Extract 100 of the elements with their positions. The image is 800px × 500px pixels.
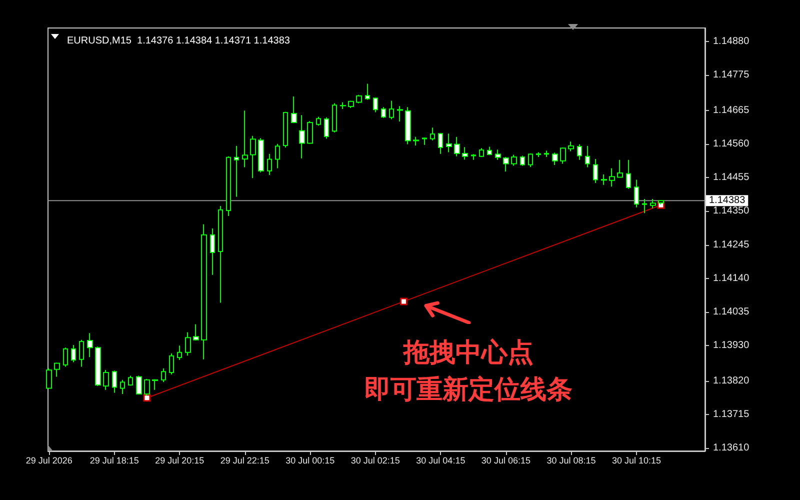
point [400,298,408,306]
candlestick [128,375,133,386]
candlestick [609,168,615,188]
candlestick [169,352,174,375]
x-tick-label: 30 Jul 00:15 [286,456,335,466]
annotation: 即可重新定位线条 [364,375,573,406]
candlestick [381,106,386,118]
candlestick [471,154,476,160]
y-tick-label: 1.13715 [713,408,750,420]
candlestick [234,145,239,198]
candlestick [46,368,52,390]
candlestick [87,332,93,358]
candlestick [332,102,337,133]
x-tick-label: 29 Jul 18:15 [90,456,139,466]
y-tick-label: 1.14665 [713,104,750,116]
candlestick [552,152,558,166]
candlestick [218,206,223,304]
candlestick [340,102,346,110]
ref-line-label: 1.14383 [709,195,746,206]
candlestick [585,145,590,168]
candlestick [397,106,403,122]
candlestick [568,141,574,152]
candlestick [446,133,452,153]
candlestick [291,96,297,124]
candlestick [577,144,582,160]
candlestick [511,154,517,166]
candlestick [422,137,427,146]
y-tick-label: 1.14140 [713,272,750,284]
y-tick-label: 1.13930 [713,340,750,352]
candlestick [520,155,525,166]
y-tick-label: 1.14560 [713,138,750,150]
candlestick [112,370,117,394]
y-tick-label: 1.14035 [713,306,750,318]
candlestick [283,111,288,148]
candlestick [365,83,370,100]
candlestick [503,156,509,172]
x-tick-label: 30 Jul 04:15 [416,456,466,466]
candlestick [462,146,468,160]
x-tick-label: 30 Jul 08:15 [546,456,596,466]
candlestick [71,344,76,363]
candlestick [242,110,248,168]
x-tick-label: 30 Jul 10:15 [612,456,661,466]
candlestick [177,345,182,361]
candlestick [95,346,101,386]
candlestick [487,146,492,156]
x-tick-label: 29 Jul 20:15 [155,456,204,466]
candlestick [454,136,460,157]
candlestick [634,179,639,208]
text: EURUSD,M15 1.14376 1.14384 1.14371 1.14383 [67,36,290,46]
y-tick-label: 1.14245 [713,239,750,250]
candlestick [193,324,199,342]
candlestick [642,198,647,214]
candlestick [201,224,207,360]
candlestick [79,339,84,368]
candlestick [152,378,158,390]
candlestick [324,116,329,140]
candlestick [356,94,362,104]
y-tick-label: 1.14350 [713,206,750,217]
candlestick [536,152,541,158]
candlestick [258,138,264,173]
candlestick [479,148,484,158]
x-tick-label: 29 Jul 2026 [26,456,72,466]
y-tick-label: 1.14880 [713,36,750,47]
candlestick [617,159,623,178]
candlestick [54,362,60,378]
candlestick [161,368,166,383]
x-tick-label: 30 Jul 02:15 [350,456,400,466]
candlestick [544,150,549,158]
candlestick [267,153,272,176]
point [143,394,151,402]
candlestick [430,127,435,141]
y-tick-label: 1.13610 [713,442,750,454]
candlestick [438,132,443,154]
candlestick [316,116,321,126]
candlestick [495,149,501,160]
candlestick [185,332,191,356]
candlestick [528,153,533,168]
candlestick [348,100,354,109]
candlestick [413,136,419,146]
y-tick-label: 1.13820 [713,375,750,386]
candlestick [226,156,231,216]
candlestick [120,379,125,394]
candlestick [593,158,598,184]
candlestick [63,347,68,368]
candlestick [373,96,378,113]
candlestick [560,146,566,164]
candlestick [650,198,656,209]
candlestick [299,114,305,159]
candlestick [307,120,313,144]
y-tick-label: 1.14455 [713,172,750,184]
candlestick [626,159,631,190]
candlestick [210,228,215,276]
y-tick-label: 1.14775 [713,70,750,81]
x-tick-label: 29 Jul 22:15 [220,456,270,466]
candlestick [250,135,256,179]
candlestick [601,174,607,186]
candlestick [389,100,394,120]
annotation: 拖拽中心点 [404,338,534,368]
candlestick [405,106,411,145]
candlestick [275,143,280,169]
